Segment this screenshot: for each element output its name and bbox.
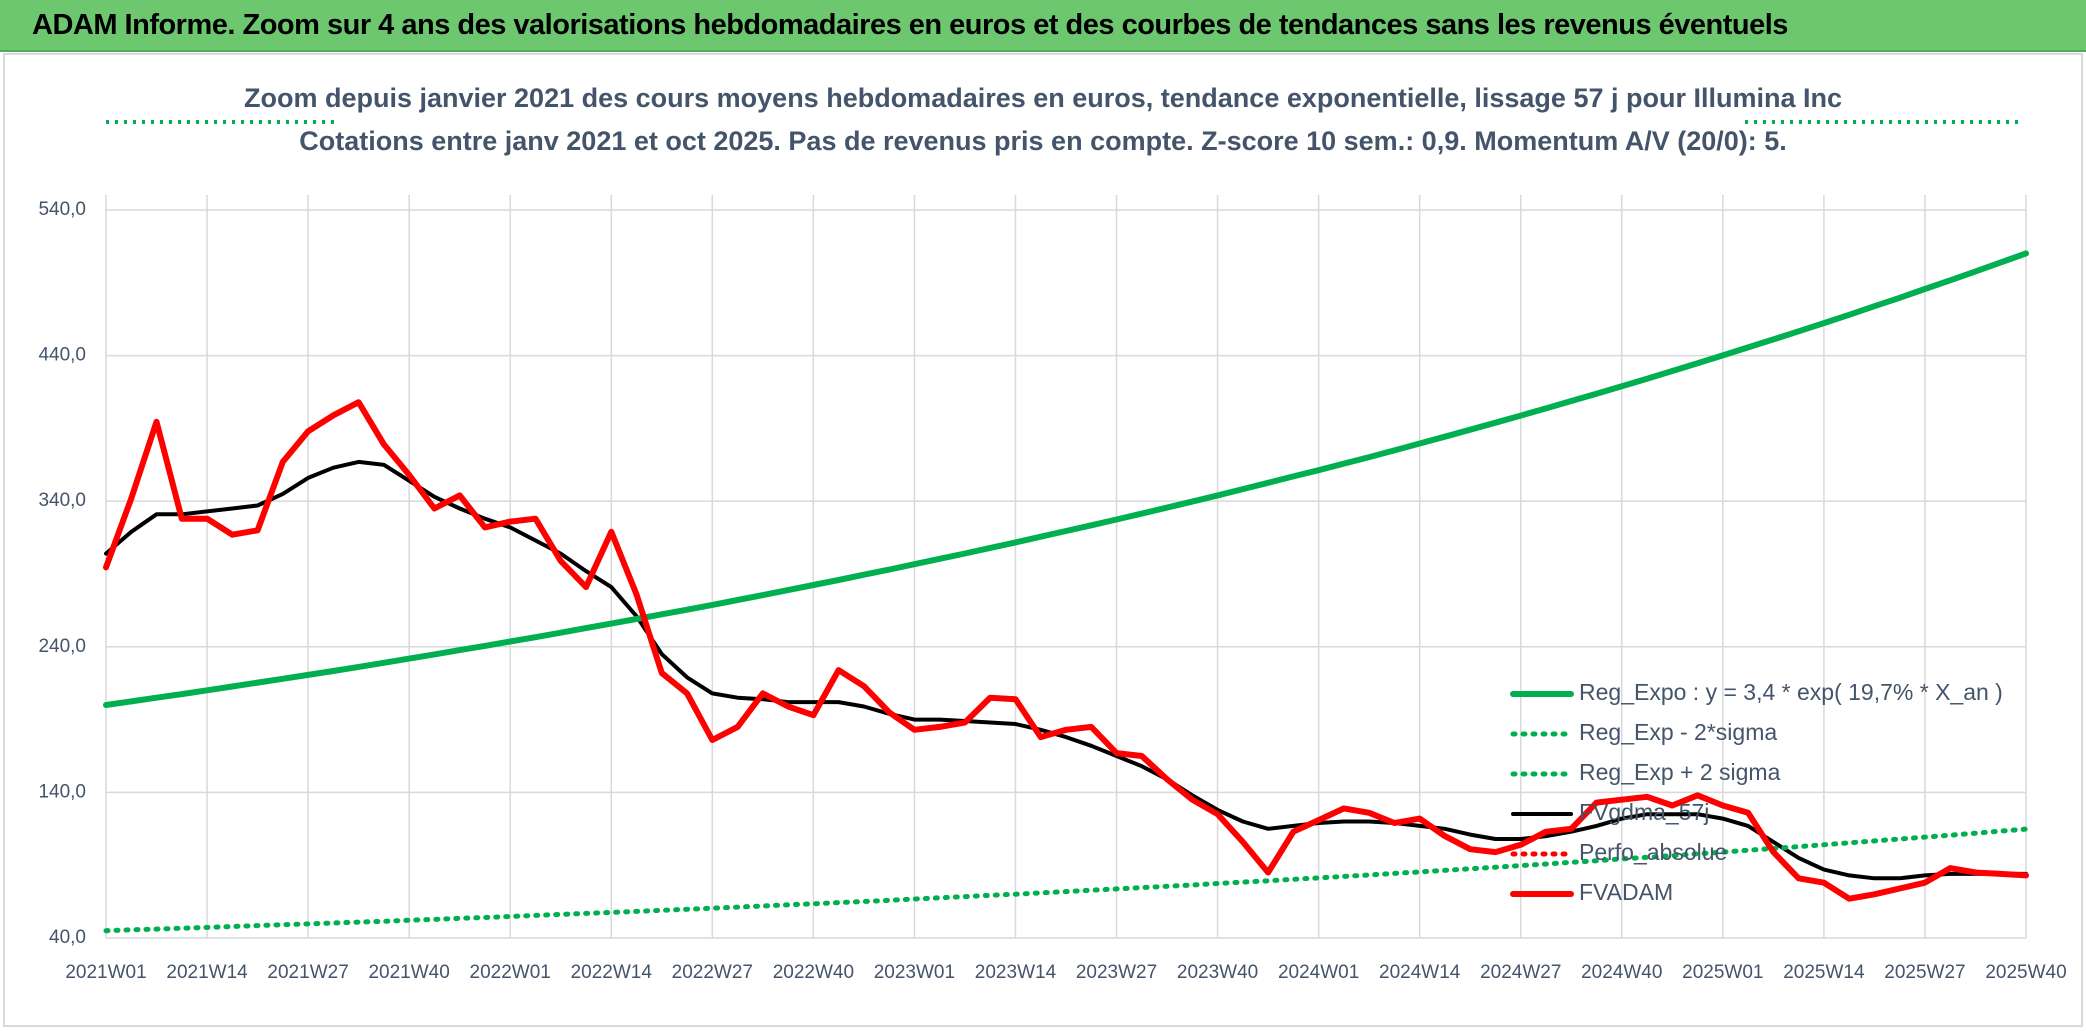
y-tick-label: 440,0 <box>38 345 86 366</box>
legend-label: FVADAM <box>1579 879 1673 905</box>
y-tick-label: 240,0 <box>38 636 86 657</box>
x-tick-label: 2023W14 <box>975 962 1057 983</box>
title-bar: ADAM Informe. Zoom sur 4 ans des valoris… <box>0 0 2086 52</box>
legend-label: Reg_Exp - 2*sigma <box>1579 719 1777 745</box>
legend-label: Perfo_absolue <box>1579 839 1727 865</box>
x-tick-label: 2021W14 <box>166 962 248 983</box>
legend-label: Reg_Exp + 2 sigma <box>1579 759 1781 785</box>
x-tick-label: 2022W14 <box>571 962 653 983</box>
y-tick-label: 340,0 <box>38 490 86 511</box>
legend-label: FVgdma_57j <box>1579 799 1709 825</box>
x-tick-label: 2025W27 <box>1884 962 1965 983</box>
x-tick-label: 2025W01 <box>1682 962 1763 983</box>
page-title: ADAM Informe. Zoom sur 4 ans des valoris… <box>32 9 1788 41</box>
x-tick-label: 2022W27 <box>672 962 753 983</box>
x-tick-label: 2022W01 <box>470 962 551 983</box>
y-tick-label: 540,0 <box>38 199 86 220</box>
x-tick-label: 2023W01 <box>874 962 955 983</box>
x-tick-label: 2025W40 <box>1985 962 2066 983</box>
x-tick-label: 2021W27 <box>267 962 348 983</box>
x-tick-label: 2023W27 <box>1076 962 1157 983</box>
x-tick-label: 2024W01 <box>1278 962 1359 983</box>
x-tick-label: 2024W27 <box>1480 962 1561 983</box>
chart-subtitle: Cotations entre janv 2021 et oct 2025. P… <box>299 126 1787 156</box>
series-line <box>103 826 2029 934</box>
y-tick-label: 140,0 <box>38 781 86 802</box>
series-line <box>104 459 2028 881</box>
x-tick-label: 2021W40 <box>368 962 449 983</box>
x-tick-label: 2021W01 <box>65 962 146 983</box>
legend-label: Reg_Expo : y = 3,4 * exp( 19,7% * X_an ) <box>1579 679 2003 705</box>
x-tick-label: 2023W40 <box>1177 962 1258 983</box>
x-tick-label: 2022W40 <box>773 962 854 983</box>
chart-border <box>3 53 2083 1027</box>
x-tick-label: 2025W14 <box>1783 962 1865 983</box>
series-line <box>103 399 2029 902</box>
x-tick-label: 2024W40 <box>1581 962 1662 983</box>
y-tick-label: 40,0 <box>49 927 86 948</box>
series-line <box>103 250 2029 708</box>
chart-title: Zoom depuis janvier 2021 des cours moyen… <box>244 83 1842 113</box>
x-tick-label: 2024W14 <box>1379 962 1461 983</box>
